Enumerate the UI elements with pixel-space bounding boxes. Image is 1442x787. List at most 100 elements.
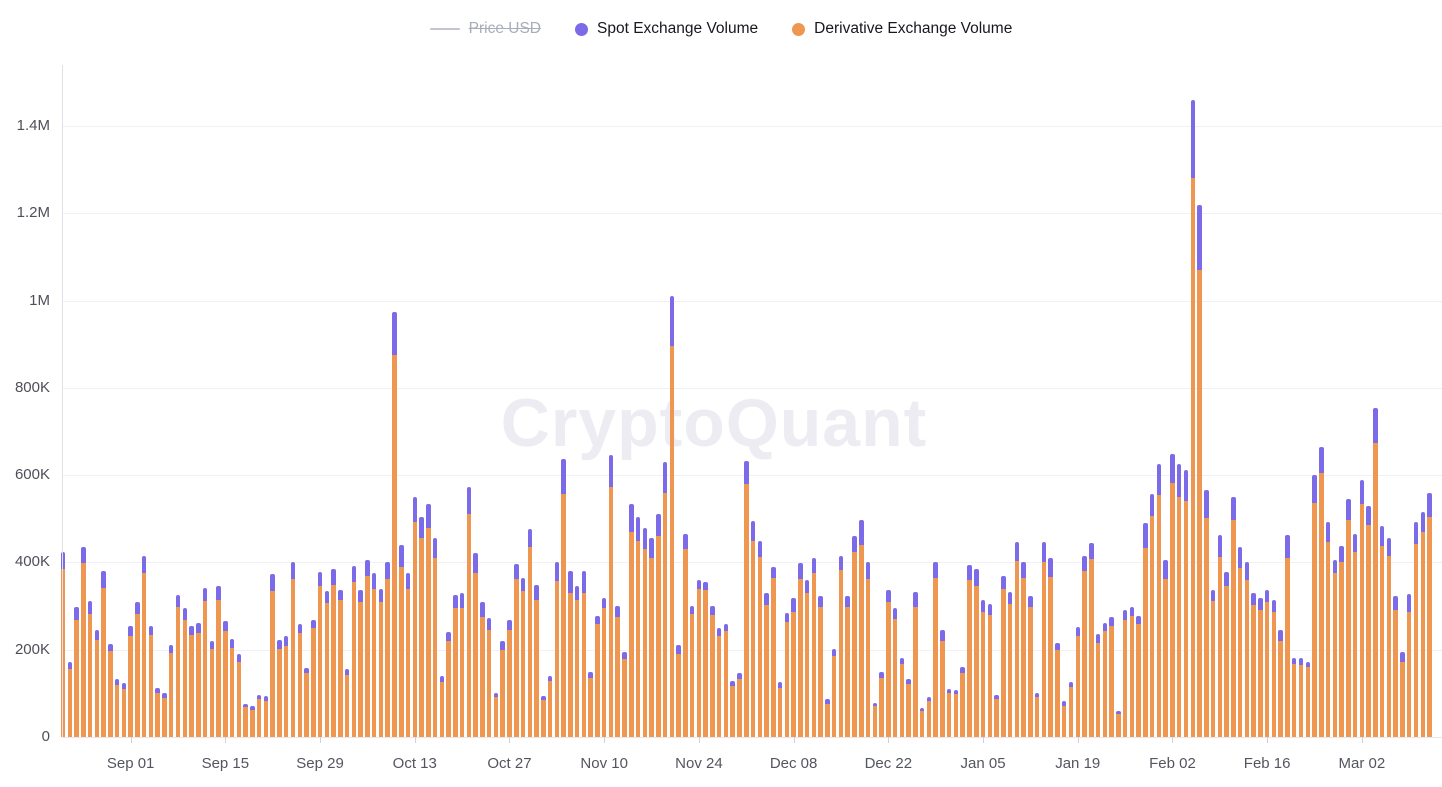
bar-spot[interactable]	[1136, 615, 1141, 624]
bar-derivative[interactable]	[182, 620, 188, 737]
bar-spot[interactable]	[466, 486, 472, 515]
bar-derivative[interactable]	[737, 678, 742, 737]
bar-spot[interactable]	[277, 639, 282, 649]
bar-derivative[interactable]	[94, 640, 100, 737]
bar-spot[interactable]	[141, 555, 147, 573]
bar-derivative[interactable]	[608, 486, 614, 737]
bar-spot[interactable]	[940, 629, 945, 641]
bar-spot[interactable]	[892, 608, 898, 620]
bar-spot[interactable]	[798, 563, 803, 579]
bar-spot[interactable]	[1176, 464, 1182, 498]
bar-spot[interactable]	[1258, 598, 1263, 610]
bar-spot[interactable]	[595, 616, 600, 625]
bar-spot[interactable]	[825, 699, 830, 704]
bar-derivative[interactable]	[723, 631, 729, 737]
bar-spot[interactable]	[67, 661, 72, 669]
bar-spot[interactable]	[547, 675, 553, 682]
bar-spot[interactable]	[453, 595, 458, 608]
bar-derivative[interactable]	[1116, 714, 1121, 737]
bar-derivative[interactable]	[980, 611, 986, 737]
bar-spot[interactable]	[1298, 658, 1304, 665]
bar-derivative[interactable]	[270, 591, 275, 737]
bar-derivative[interactable]	[568, 593, 573, 737]
bar-derivative[interactable]	[412, 522, 418, 737]
bar-spot[interactable]	[1102, 623, 1108, 632]
bar-spot[interactable]	[1075, 627, 1080, 636]
bar-derivative[interactable]	[1373, 443, 1378, 737]
bar-derivative[interactable]	[622, 659, 627, 737]
bar-derivative[interactable]	[804, 593, 810, 737]
bar-spot[interactable]	[649, 538, 654, 559]
legend-item-price-usd[interactable]: Price USD	[429, 20, 541, 38]
bar-derivative[interactable]	[953, 694, 959, 737]
bar-derivative[interactable]	[764, 605, 769, 737]
bar-spot[interactable]	[865, 562, 871, 579]
bar-spot[interactable]	[283, 636, 289, 646]
bar-spot[interactable]	[1231, 497, 1236, 521]
bar-spot[interactable]	[1001, 575, 1006, 589]
bar-derivative[interactable]	[656, 536, 661, 737]
bar-derivative[interactable]	[229, 647, 235, 737]
bar-derivative[interactable]	[649, 558, 654, 737]
bar-spot[interactable]	[480, 602, 485, 618]
bar-spot[interactable]	[486, 617, 492, 630]
bar-derivative[interactable]	[405, 588, 411, 737]
bar-spot[interactable]	[574, 585, 580, 600]
bar-spot[interactable]	[290, 562, 296, 579]
bar-spot[interactable]	[980, 599, 986, 612]
bar-spot[interactable]	[1366, 505, 1371, 526]
bar-spot[interactable]	[642, 527, 648, 549]
bar-derivative[interactable]	[1285, 557, 1290, 737]
bar-derivative[interactable]	[1048, 576, 1053, 737]
bar-derivative[interactable]	[486, 629, 492, 737]
bar-derivative[interactable]	[825, 703, 830, 737]
bar-derivative[interactable]	[439, 681, 445, 737]
bar-spot[interactable]	[378, 588, 384, 602]
bar-derivative[interactable]	[74, 619, 79, 737]
bar-derivative[interactable]	[561, 493, 566, 737]
bar-spot[interactable]	[81, 547, 86, 564]
bar-derivative[interactable]	[432, 558, 438, 737]
bar-spot[interactable]	[358, 589, 363, 602]
bar-derivative[interactable]	[601, 607, 607, 737]
bar-derivative[interactable]	[974, 585, 979, 737]
bar-derivative[interactable]	[1366, 525, 1371, 737]
bar-spot[interactable]	[1041, 541, 1047, 563]
bar-spot[interactable]	[1285, 535, 1290, 558]
bar-spot[interactable]	[1359, 479, 1365, 504]
bar-derivative[interactable]	[141, 572, 147, 737]
bar-derivative[interactable]	[1400, 661, 1405, 737]
bar-derivative[interactable]	[216, 599, 221, 737]
bar-derivative[interactable]	[581, 593, 587, 737]
bar-spot[interactable]	[229, 638, 235, 648]
bar-derivative[interactable]	[1021, 577, 1026, 737]
bar-spot[interactable]	[1332, 559, 1338, 574]
bar-derivative[interactable]	[1332, 573, 1338, 737]
bar-derivative[interactable]	[175, 607, 181, 737]
bar-derivative[interactable]	[987, 614, 993, 737]
bar-derivative[interactable]	[419, 538, 424, 737]
bar-spot[interactable]	[135, 601, 140, 614]
bar-derivative[interactable]	[1143, 547, 1148, 737]
bar-spot[interactable]	[1406, 594, 1412, 613]
bar-derivative[interactable]	[750, 541, 756, 737]
bar-derivative[interactable]	[1359, 503, 1365, 737]
bar-spot[interactable]	[777, 682, 783, 689]
bar-spot[interactable]	[196, 622, 201, 634]
bar-spot[interactable]	[1116, 710, 1121, 715]
bar-derivative[interactable]	[1210, 601, 1216, 737]
bar-spot[interactable]	[338, 589, 343, 600]
bar-spot[interactable]	[324, 591, 330, 604]
bar-derivative[interactable]	[507, 629, 512, 737]
bar-derivative[interactable]	[1352, 551, 1358, 737]
bar-derivative[interactable]	[338, 599, 343, 737]
bar-derivative[interactable]	[838, 569, 844, 737]
bar-derivative[interactable]	[527, 546, 533, 737]
bar-spot[interactable]	[1264, 589, 1270, 602]
bar-spot[interactable]	[270, 574, 275, 592]
bar-spot[interactable]	[588, 671, 593, 679]
bar-derivative[interactable]	[466, 514, 472, 737]
bar-derivative[interactable]	[662, 492, 668, 737]
bar-spot[interactable]	[1312, 475, 1317, 503]
bar-derivative[interactable]	[1007, 603, 1013, 737]
